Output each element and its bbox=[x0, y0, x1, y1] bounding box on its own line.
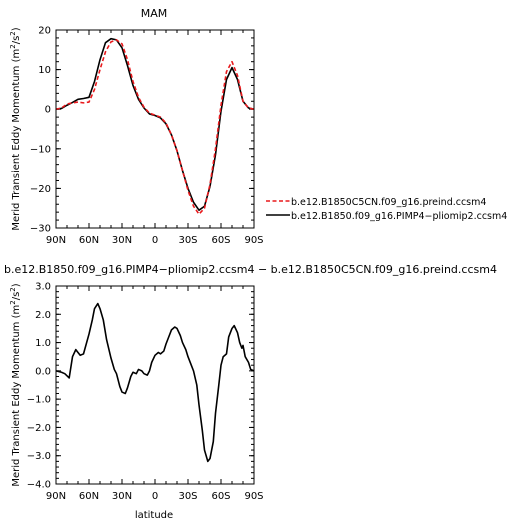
series-line bbox=[55, 37, 255, 211]
y-tick-label: −20 bbox=[30, 184, 51, 195]
y-tick-label: 2.0 bbox=[35, 310, 51, 321]
series-line bbox=[55, 302, 255, 463]
x-tick-label: 30S bbox=[178, 491, 197, 502]
x-tick-label: 90S bbox=[244, 235, 263, 246]
y-tick-label: −4.0 bbox=[27, 480, 51, 491]
y-tick-label: 1.0 bbox=[35, 338, 51, 349]
x-tick-label: 90N bbox=[46, 235, 66, 246]
bottom-chart-y-tick-labels: 3.0 2.0 1.0 0.0 −1.0 −2.0 −3.0 −4.0 bbox=[27, 282, 51, 491]
y-tick-label: 10 bbox=[38, 65, 51, 76]
y-tick-label: −10 bbox=[30, 144, 51, 155]
y-tick-label: 0 bbox=[45, 105, 51, 116]
top-chart-series bbox=[55, 37, 255, 215]
x-tick-label: 60N bbox=[79, 235, 99, 246]
top-chart-x-tick-labels: 90N 60N 30N 0 30S 60S 90S bbox=[46, 235, 264, 246]
x-tick-label: 60S bbox=[211, 235, 230, 246]
bottom-chart-series bbox=[55, 302, 255, 463]
x-tick-label: 90N bbox=[46, 491, 66, 502]
x-tick-label: 90S bbox=[244, 491, 263, 502]
series-line bbox=[55, 39, 255, 215]
x-tick-label: 0 bbox=[152, 491, 158, 502]
top-chart-y-axis-label: Merid Transient Eddy Momentum (m2/s2) bbox=[9, 27, 22, 230]
legend-label-pliomip2: b.e12.B1850.f09_g16.PIMP4−pliomip2.ccsm4 bbox=[291, 211, 507, 222]
y-tick-label: −30 bbox=[30, 224, 51, 235]
bottom-chart-x-tick-labels: 90N 60N 30N 0 30S 60S 90S bbox=[46, 491, 264, 502]
legend: b.e12.B1850C5CN.f09_g16.preind.ccsm4 b.e… bbox=[266, 197, 507, 222]
y-tick-label: 0.0 bbox=[35, 366, 51, 377]
x-tick-label: 60N bbox=[79, 491, 99, 502]
top-chart-y-tick-labels: 20 10 0 −10 −20 −30 bbox=[30, 26, 51, 235]
bottom-chart-ticks bbox=[55, 285, 255, 485]
y-tick-label: 3.0 bbox=[35, 282, 51, 293]
x-tick-label: 30N bbox=[112, 491, 132, 502]
x-tick-label: 30S bbox=[178, 235, 197, 246]
y-tick-label: −3.0 bbox=[27, 451, 51, 462]
top-chart: MAM 90N 60N 30N 0 30S 60S 90S 20 10 0 −10 −20 −30 M… bbox=[9, 7, 264, 246]
top-chart-ticks bbox=[55, 29, 255, 229]
top-chart-frame bbox=[55, 29, 255, 229]
y-tick-label: 20 bbox=[38, 26, 51, 37]
bottom-chart: b.e12.B1850.f09_g16.PIMP4−pliomip2.ccsm4… bbox=[4, 263, 497, 521]
y-tick-label: −2.0 bbox=[27, 423, 51, 434]
bottom-chart-title: b.e12.B1850.f09_g16.PIMP4−pliomip2.ccsm4… bbox=[4, 263, 497, 276]
top-chart-title: MAM bbox=[141, 7, 168, 20]
x-tick-label: 0 bbox=[152, 235, 158, 246]
bottom-chart-x-axis-label: latitude bbox=[135, 510, 173, 521]
x-tick-label: 30N bbox=[112, 235, 132, 246]
legend-label-preind: b.e12.B1850C5CN.f09_g16.preind.ccsm4 bbox=[291, 197, 486, 208]
y-tick-label: −1.0 bbox=[27, 395, 51, 406]
x-tick-label: 60S bbox=[211, 491, 230, 502]
bottom-chart-y-axis-label: Merid Transient Eddy Momentum (m2/s2) bbox=[9, 283, 22, 486]
bottom-chart-frame bbox=[55, 285, 255, 485]
